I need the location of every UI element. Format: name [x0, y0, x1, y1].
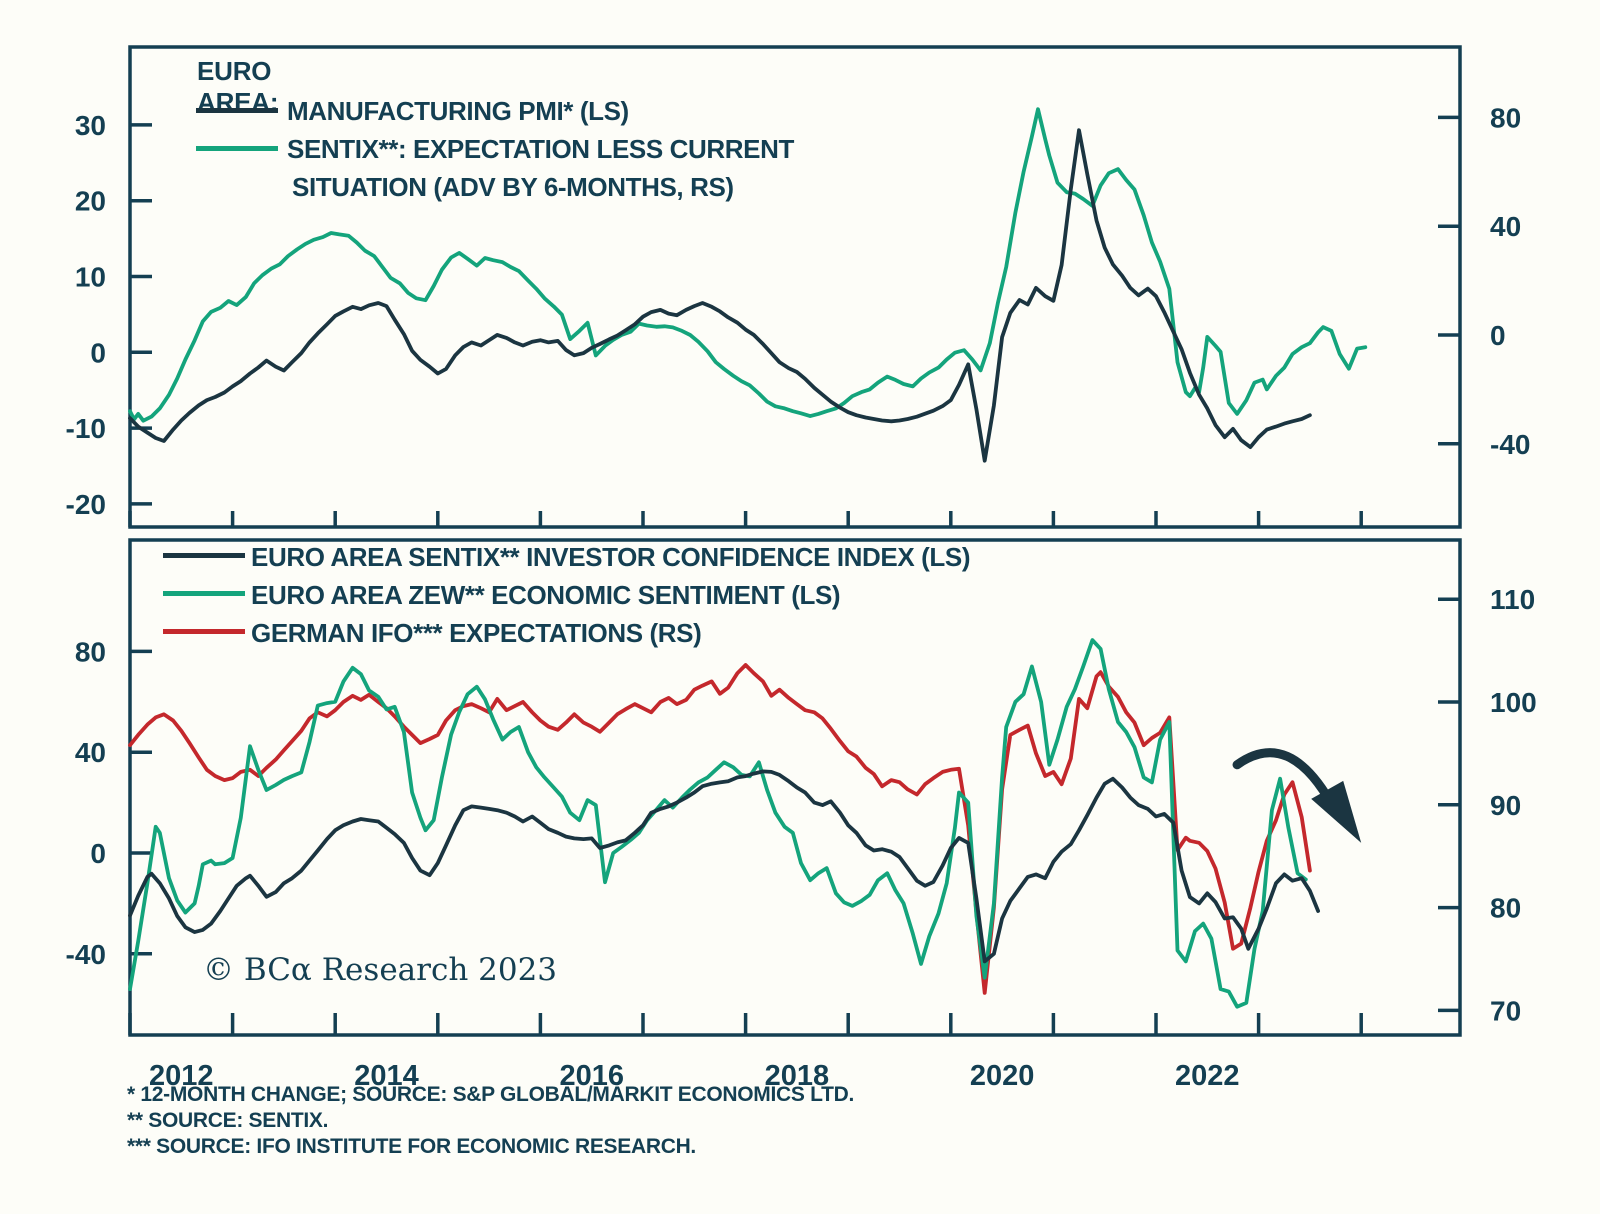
- series-line-euro-area-sentix-investor-confidence-ind: [128, 769, 1320, 964]
- x-axis-year-label: 2020: [970, 1060, 1035, 1092]
- x-axis-year-label: 2022: [1175, 1060, 1240, 1092]
- series-line-manufacturing-pmi-ls: [128, 128, 1312, 463]
- top-left-tick-label: 20: [75, 186, 106, 217]
- bottom-right-tick-label: 90: [1490, 790, 1521, 821]
- x-axis-year-label: 2018: [765, 1060, 830, 1092]
- x-axis-year-label: 2014: [354, 1060, 419, 1092]
- legend-swatch-manufacturing-pmi: [196, 108, 278, 113]
- bca-research-watermark: © BCα Research 2023: [203, 952, 558, 988]
- top-left-tick-label: -10: [66, 413, 106, 444]
- series-line-sentix-expectation-less-current-situatio: [128, 107, 1368, 423]
- top-right-tick-label: 0: [1490, 320, 1506, 351]
- bottom-right-tick-label: 100: [1490, 687, 1537, 718]
- bottom-right-tick-label: 80: [1490, 893, 1521, 924]
- footnote-3: *** SOURCE: IFO INSTITUTE FOR ECONOMIC R…: [127, 1135, 696, 1158]
- legend-label-manufacturing-pmi: MANUFACTURING PMI* (LS): [287, 96, 629, 126]
- x-axis-year-label: 2016: [559, 1060, 624, 1092]
- top-left-tick-label: -20: [66, 489, 106, 520]
- series-line-german-ifo-expectations-rs: [128, 663, 1312, 995]
- top-right-tick-label: 80: [1490, 102, 1521, 133]
- bottom-right-tick-label: 70: [1490, 995, 1521, 1026]
- trend-arrow-curve: [1232, 748, 1338, 812]
- legend-swatch-sentix-spread: [196, 146, 278, 151]
- legend-swatch-zew-sentiment: [163, 591, 245, 596]
- bottom-left-tick-label: 40: [75, 737, 106, 768]
- top-panel-frame: [128, 45, 1462, 529]
- bottom-left-tick-label: 0: [90, 838, 106, 869]
- bottom-right-tick-label: 110: [1490, 584, 1535, 615]
- top-left-tick-label: 30: [75, 110, 106, 141]
- legend-label-sentix-spread-line2: SITUATION (ADV BY 6-MONTHS, RS): [292, 172, 734, 202]
- legend-label-sentix-confidence: EURO AREA SENTIX** INVESTOR CONFIDENCE I…: [251, 542, 971, 572]
- trend-arrow-head-icon: [1311, 780, 1362, 843]
- x-axis-year-label: 2012: [149, 1060, 214, 1092]
- top-left-tick-label: 10: [75, 262, 106, 293]
- legend-label-ifo-expectations: GERMAN IFO*** EXPECTATIONS (RS): [251, 618, 702, 648]
- top-right-tick-label: -40: [1490, 429, 1530, 460]
- footnotes: * 12-MONTH CHANGE; SOURCE: S&P GLOBAL/MA…: [127, 1082, 854, 1160]
- series-line-euro-area-zew-economic-sentiment-ls: [128, 638, 1308, 1009]
- bottom-panel-frame: [128, 538, 1462, 1037]
- top-right-tick-label: 40: [1490, 211, 1521, 242]
- bottom-left-tick-label: 80: [75, 636, 106, 667]
- top-left-tick-label: 0: [90, 337, 106, 368]
- legend-swatch-sentix-confidence: [163, 553, 245, 558]
- legend-label-sentix-spread-line1: SENTIX**: EXPECTATION LESS CURRENT: [287, 134, 794, 164]
- bottom-left-tick-label: -40: [66, 939, 106, 970]
- legend-swatch-ifo-expectations: [163, 629, 245, 634]
- legend-label-zew-sentiment: EURO AREA ZEW** ECONOMIC SENTIMENT (LS): [251, 580, 841, 610]
- footnote-1: * 12-MONTH CHANGE; SOURCE: S&P GLOBAL/MA…: [127, 1083, 855, 1106]
- footnote-2: ** SOURCE: SENTIX.: [127, 1109, 329, 1132]
